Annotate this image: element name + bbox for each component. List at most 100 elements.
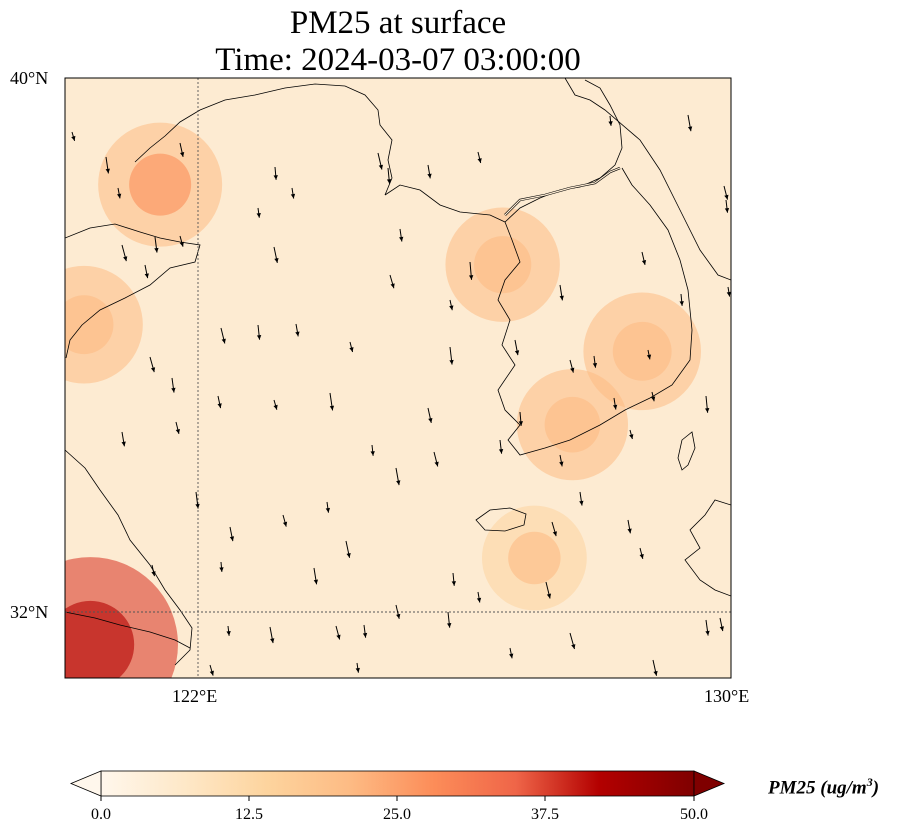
wind-arrow (105, 156, 110, 174)
korea-west-south-coast (497, 167, 693, 456)
wind-arrow (559, 454, 564, 467)
wind-arrow (427, 164, 432, 179)
wind-arrow (639, 547, 644, 559)
wind-arrow (468, 261, 474, 280)
wind-arrow (395, 604, 401, 619)
colorbar-tick-0: 0.0 (91, 806, 111, 823)
wind-arrow (179, 235, 184, 247)
tsushima-island (677, 431, 696, 471)
wind-arrow (377, 152, 383, 170)
wind-arrow (313, 567, 319, 585)
wind-arrow (579, 491, 584, 506)
wind-arrow (355, 662, 360, 673)
colorbar-max-extend (693, 770, 726, 797)
wind-arrow (449, 346, 454, 365)
wind-vectors (71, 114, 731, 676)
wind-arrow (395, 467, 401, 486)
wind-arrow (273, 399, 278, 410)
wind-arrow (335, 625, 341, 640)
wind-arrow (209, 664, 214, 676)
pm25-hotspot-core (544, 396, 601, 453)
wind-arrow (726, 286, 731, 297)
lat-label-40n: 40°N (10, 68, 49, 88)
pm25-hotspot-core (65, 600, 135, 678)
pm25-hotspot-core (129, 153, 192, 216)
wind-arrow (569, 359, 575, 373)
wind-arrow (179, 142, 185, 158)
wind-arrow (154, 236, 159, 253)
wind-arrow (518, 411, 523, 426)
wind-arrow (477, 151, 482, 164)
wind-arrow (389, 274, 395, 289)
wind-arrow (433, 451, 439, 467)
bohai-coast (134, 83, 393, 196)
wind-arrow (282, 514, 288, 527)
wind-arrow (559, 284, 564, 301)
china-east-coast (65, 449, 193, 666)
wind-arrow (608, 115, 613, 126)
wind-arrow (256, 207, 261, 218)
wind-arrow (175, 421, 180, 434)
wind-arrow (399, 228, 404, 242)
korea-east-coast (564, 78, 731, 281)
wind-arrow (121, 244, 128, 262)
wind-arrow (269, 626, 275, 644)
wind-arrow (723, 185, 729, 200)
lon-label-130e: 130°E (704, 686, 750, 706)
wind-arrow (116, 187, 122, 199)
colorbar-label: PM25 (ug/m3) (768, 775, 880, 799)
lon-label-122e: 122°E (172, 686, 218, 706)
map-title: PM25 at surface (289, 5, 507, 41)
wind-arrow (71, 131, 76, 141)
wind-arrow (427, 407, 433, 423)
wind-arrow (144, 264, 149, 279)
wind-arrow (629, 429, 634, 440)
colorbar-tick-4: 50.0 (680, 806, 708, 823)
wind-arrow (724, 199, 730, 213)
colorbar-tick-2: 25.0 (383, 806, 411, 823)
pm25-hotspot-core (612, 321, 672, 381)
wind-arrow (449, 299, 454, 311)
wind-arrow (329, 392, 335, 411)
wind-arrow (273, 166, 278, 180)
wind-arrow (612, 397, 618, 410)
yangtze-estuary (65, 611, 191, 649)
wind-arrow (370, 444, 375, 456)
wind-arrow (627, 519, 632, 534)
map-frame (64, 77, 732, 679)
wind-arrow (569, 632, 576, 650)
wind-arrow (171, 377, 176, 393)
jeju-island (475, 507, 527, 532)
coastlines (65, 78, 731, 666)
wind-arrow (219, 561, 224, 572)
colorbar-tick-3: 37.5 (531, 806, 559, 823)
wind-arrow (362, 624, 368, 638)
wind-arrow (646, 349, 652, 360)
colorbar-gradient (100, 770, 695, 797)
wind-arrow (195, 491, 200, 509)
wind-arrow (451, 572, 456, 586)
colorbar-min-extend (69, 770, 102, 797)
wind-arrow (290, 187, 296, 199)
pm25-field (65, 78, 731, 678)
wind-arrow (345, 540, 351, 558)
wind-arrow (349, 341, 354, 353)
wind-arrow (220, 327, 226, 344)
pm25-hotspot-core (65, 295, 114, 355)
wind-arrow (226, 625, 231, 636)
wind-arrow (256, 324, 262, 340)
wind-arrow (514, 339, 520, 356)
wind-arrow (151, 564, 156, 577)
map-subtitle-time: Time: 2024-03-07 03:00:00 (215, 42, 581, 78)
wind-arrow (641, 251, 647, 266)
wind-arrow (229, 526, 235, 542)
wind-arrow (651, 391, 656, 402)
wind-arrow (295, 323, 300, 337)
pm25-hotspot-core (474, 236, 532, 294)
wind-arrow (679, 293, 684, 306)
kyushu-coast (684, 499, 731, 597)
wind-arrow (545, 581, 552, 599)
wind-arrow (551, 521, 557, 537)
wind-arrow (121, 431, 126, 447)
